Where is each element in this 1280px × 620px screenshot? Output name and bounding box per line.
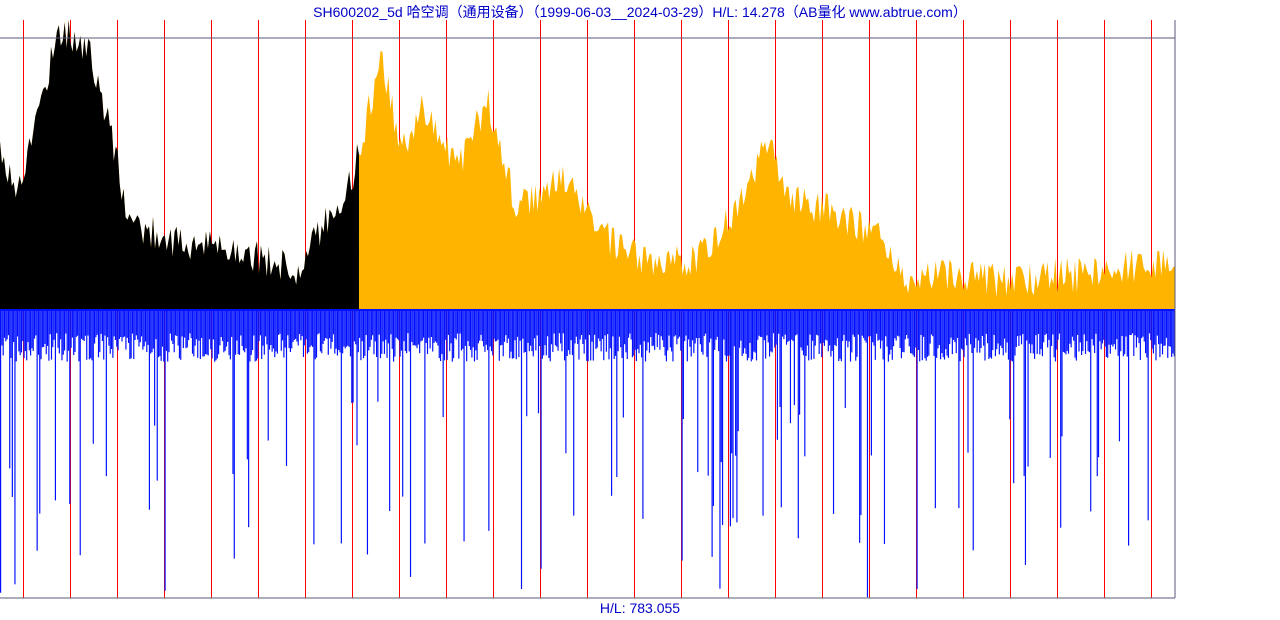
chart-title: SH600202_5d 哈空调（通用设备）（1999-06-03__2024-0…	[0, 2, 1280, 22]
stock-chart	[0, 0, 1280, 620]
chart-footer: H/L: 783.055	[0, 600, 1280, 616]
